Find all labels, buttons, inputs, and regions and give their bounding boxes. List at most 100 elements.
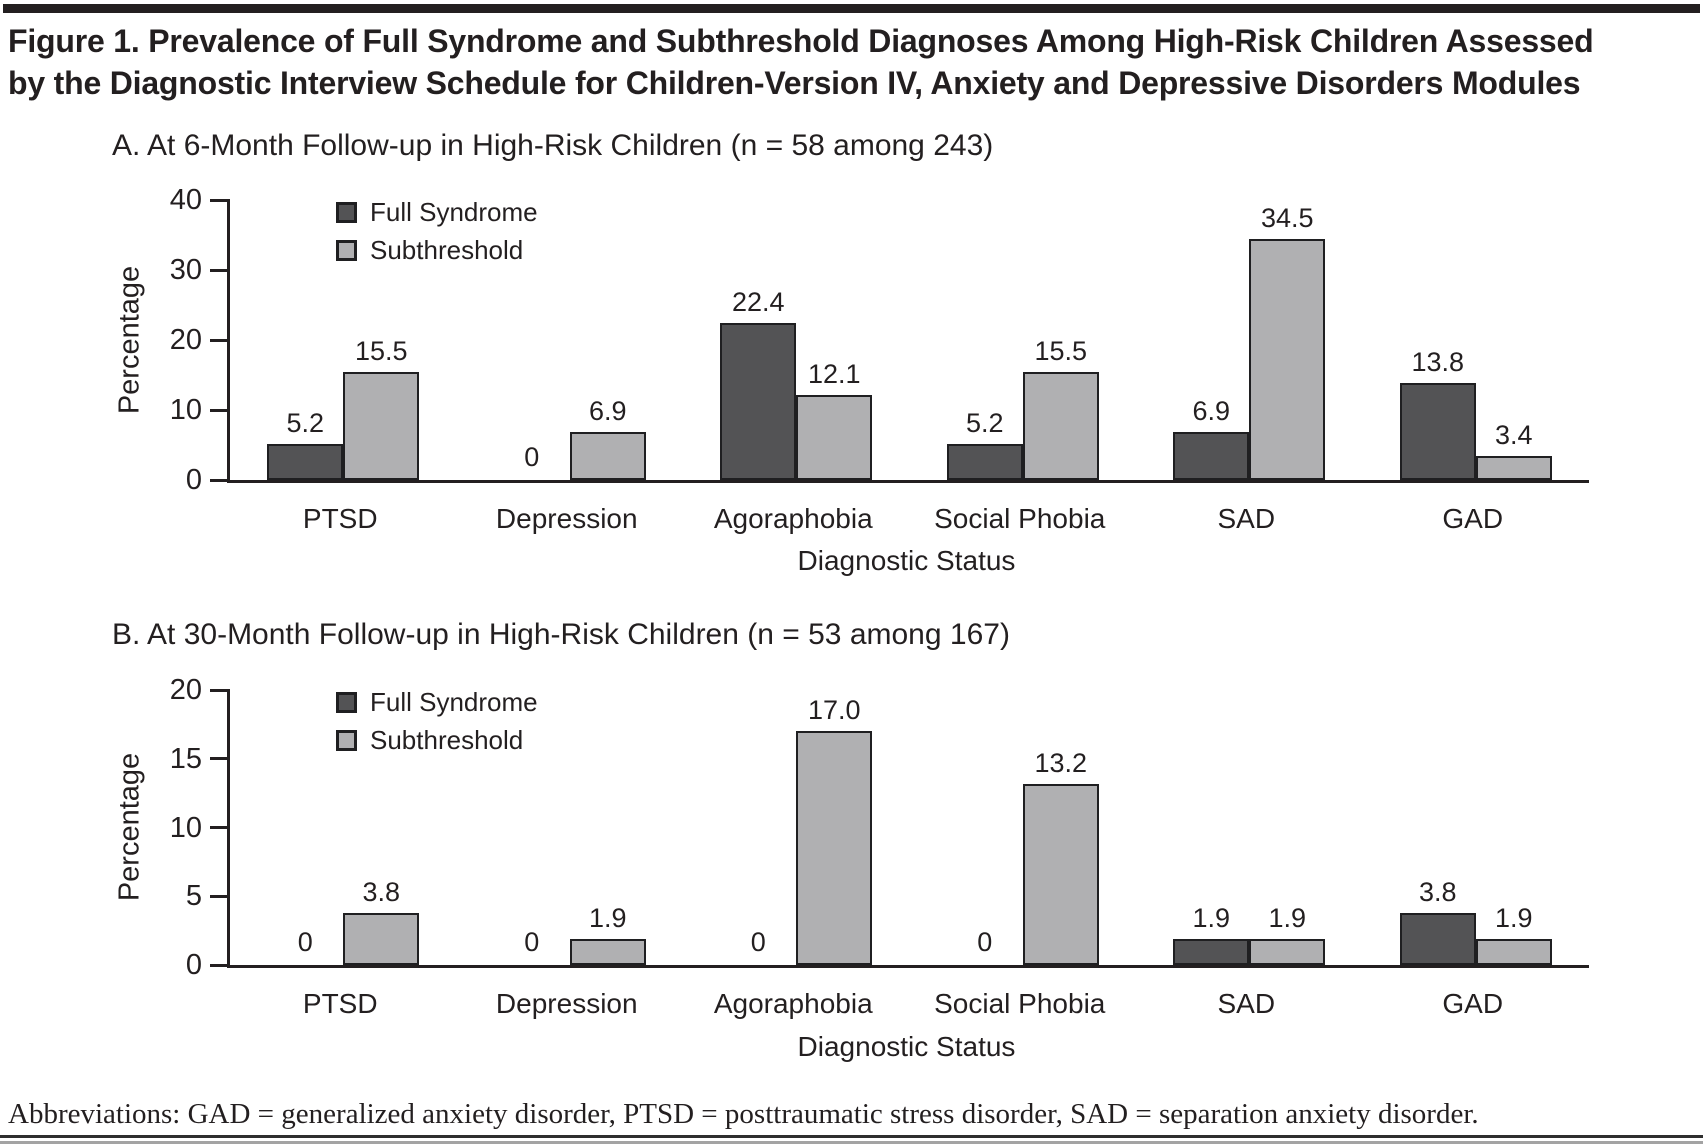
y-tick-mark [210,408,230,412]
y-tick-label: 15 [169,742,202,775]
y-tick-label: 10 [169,394,202,426]
x-category-label: Social Phobia [934,988,1106,1019]
bar-value-label: 13.8 [1411,347,1465,378]
legend-item: Full Syndrome [336,687,538,717]
bar-subthreshold [569,431,646,480]
figure-title: Figure 1. Prevalence of Full Syndrome an… [8,23,1594,101]
bar-value-label: 5.2 [965,407,1004,438]
y-tick-label: 0 [185,949,202,981]
bar-value-label: 15.5 [1034,335,1088,366]
legend: Full Syndrome Subthreshold [336,687,538,763]
panel-b-chart: 0 5 10 15 20 Full Syndrome Subthreshold 0 3.8 0 1.… [170,674,1589,1062]
bar-subthreshold [569,938,646,965]
legend-swatch-subthreshold [336,239,357,261]
y-tick-mark [210,688,230,692]
panel-b-title: B. At 30-Month Follow-up in High-Risk Ch… [112,618,1010,651]
bar-value-label: 3.8 [1418,876,1457,907]
y-tick-label: 30 [169,254,202,286]
y-tick-mark [210,478,230,482]
y-tick-mark [210,338,230,342]
bar-subthreshold [1475,456,1552,480]
bar-value-label: 3.8 [362,876,401,907]
zero-value-label: 0 [977,927,993,957]
y-tick-mark [210,963,230,967]
bar-full-syndrome [1399,383,1476,480]
panel-a-title: A. At 6-Month Follow-up in High-Risk Chi… [112,129,994,162]
x-category-label: Agoraphobia [713,988,873,1019]
y-tick-label: 5 [185,880,202,913]
y-tick-label: 40 [169,184,202,216]
zero-value-label: 0 [297,927,313,957]
bar-subthreshold [1475,938,1552,965]
zero-value-label: 0 [524,927,540,957]
x-category-label: GAD [1442,503,1504,534]
legend-swatch-full-syndrome [336,691,357,713]
bar-full-syndrome [1399,912,1476,965]
bar-subthreshold [796,731,873,965]
bar-value-label: 6.9 [588,395,627,426]
bar-subthreshold [1022,783,1099,965]
bar-full-syndrome [720,323,797,480]
bar-value-label: 1.9 [1268,902,1307,933]
x-category-label: PTSD [302,503,378,534]
bar-subthreshold [1249,238,1326,480]
bar-value-label: 13.2 [1034,747,1088,778]
y-tick-label: 10 [169,811,202,844]
bar-subthreshold [1022,371,1099,480]
y-tick-label: 0 [185,464,202,496]
legend-item: Full Syndrome [336,197,538,227]
x-category-label: GAD [1442,988,1504,1019]
legend-label: Subthreshold [370,235,524,265]
bar-subthreshold [796,395,873,480]
legend-swatch-subthreshold [336,729,357,751]
bar-subthreshold [1249,938,1326,965]
x-category-label: SAD [1217,503,1276,534]
panel-a-chart: 0 10 20 30 40 Full Syndrome Subthreshold 5.2 15.… [170,184,1589,576]
y-tick-label: 20 [169,324,202,356]
bar-full-syndrome [267,443,344,480]
panel-a-x-category-labels: PTSD Depression Agoraphobia Social Phobia SA… [227,503,1586,537]
panel-b-x-category-labels: PTSD Depression Agoraphobia Social Phobia SA… [227,988,1586,1022]
bottom-rule-light [0,1141,1703,1144]
x-category-label: Agoraphobia [713,503,873,534]
bar-value-label: 1.9 [1494,902,1533,933]
legend-label: Full Syndrome [370,687,538,717]
x-category-label: SAD [1217,988,1276,1019]
bar-full-syndrome [946,443,1023,480]
top-rule [3,4,1700,13]
bar-value-label: 17.0 [807,695,861,726]
bar-value-label: 1.9 [588,902,627,933]
y-tick-mark [210,757,230,761]
zero-value-label: 0 [750,927,766,957]
bar-value-label: 6.9 [1192,395,1231,426]
bar-value-label: 5.2 [286,407,325,438]
legend-label: Subthreshold [370,725,524,755]
bar-value-label: 1.9 [1192,902,1231,933]
x-category-label: Depression [495,988,638,1019]
x-category-label: PTSD [302,988,378,1019]
y-tick-mark [210,198,230,202]
y-tick-mark [210,894,230,898]
legend-swatch-full-syndrome [336,201,357,223]
bar-value-label: 15.5 [354,335,408,366]
bar-full-syndrome [1173,431,1250,480]
abbreviations-footnote: Abbreviations: GAD = generalized anxiety… [8,1098,1479,1130]
y-tick-mark [210,268,230,272]
zero-value-label: 0 [524,442,540,472]
bar-full-syndrome [1173,938,1250,965]
bar-value-label: 34.5 [1260,202,1314,233]
bar-subthreshold [343,912,420,965]
bar-value-label: 22.4 [731,287,785,318]
bar-value-label: 3.4 [1494,420,1533,451]
panel-a-plot-area: 0 10 20 30 40 Full Syndrome Subthreshold 5.2 15.… [170,184,1589,496]
y-tick-mark [210,826,230,829]
x-category-label: Social Phobia [934,503,1106,534]
y-tick-label: 20 [169,674,202,706]
legend-label: Full Syndrome [370,197,538,227]
panel-b-plot-area: 0 5 10 15 20 Full Syndrome Subthreshold 0 3.8 0 1.… [170,674,1589,981]
bottom-rule-dark [0,1135,1703,1138]
legend-item: Subthreshold [336,235,538,265]
legend-item: Subthreshold [336,725,538,755]
panel-a-x-axis-label: Diagnostic Status [797,545,1016,576]
